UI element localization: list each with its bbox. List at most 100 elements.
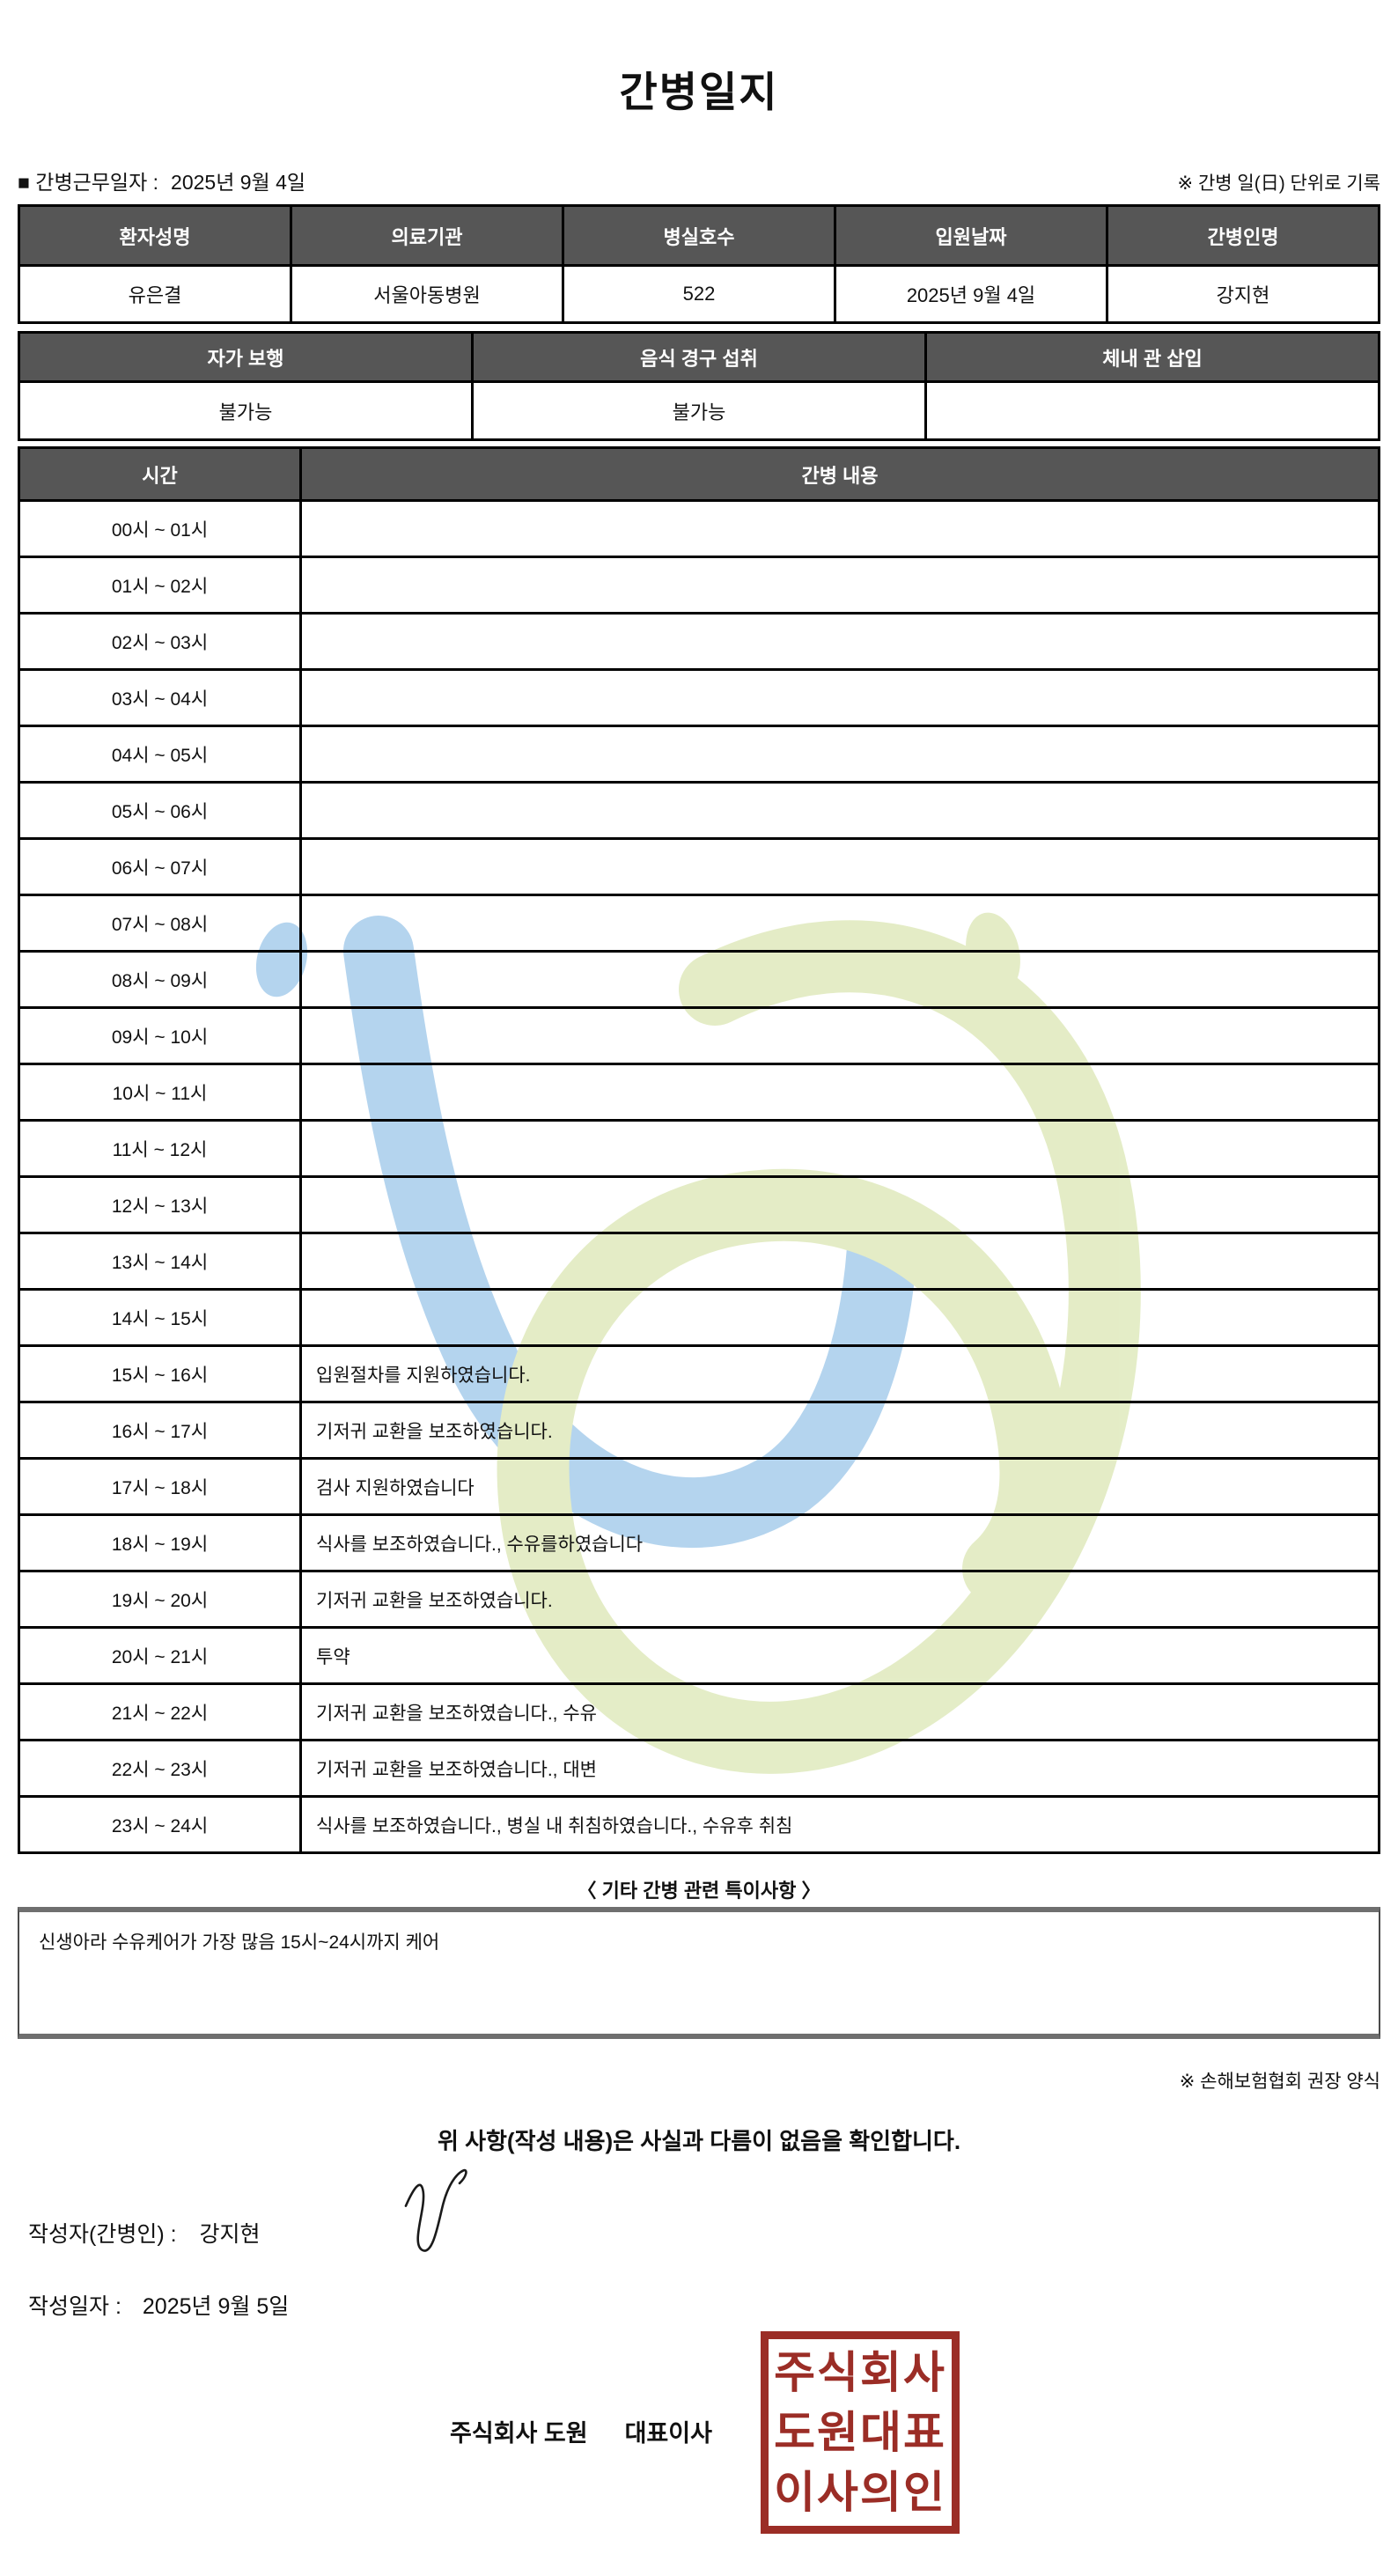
care-content-cell: 입원절차를 지원하였습니다. (299, 1344, 1380, 1403)
patient-value-cell: 2025년 9월 4일 (834, 264, 1108, 324)
care-row: 17시 ~ 18시 검사 지원하였습니다 (18, 1457, 1380, 1516)
writer-name: 강지현 (199, 2222, 261, 2247)
patient-header-cell: 의료기관 (290, 204, 564, 267)
patient-header-row: 환자성명 의료기관 병실호수 입원날짜 간병인명 (18, 204, 1380, 267)
seal-line: 주식회사 (774, 2348, 946, 2397)
condition-table: 자가 보행 음식 경구 섭취 체내 관 삽입 불가능 불가능 (18, 331, 1380, 441)
care-time-cell: 18시 ~ 19시 (18, 1513, 302, 1572)
care-content-cell (299, 1232, 1380, 1291)
care-row: 05시 ~ 06시 (18, 781, 1380, 840)
care-content-cell: 식사를 보조하였습니다., 수유를하였습니다 (299, 1513, 1380, 1572)
care-row: 01시 ~ 02시 (18, 556, 1380, 615)
care-content-cell (299, 668, 1380, 727)
condition-header-cell: 체내 관 삽입 (924, 331, 1380, 383)
care-row: 21시 ~ 22시 기저귀 교환을 보조하였습니다., 수유 (18, 1682, 1380, 1741)
writer-line: 작성자(간병인) : 강지현 (28, 2217, 261, 2248)
care-content-cell (299, 556, 1380, 615)
care-row: 09시 ~ 10시 (18, 1006, 1380, 1065)
care-time-cell: 12시 ~ 13시 (18, 1175, 302, 1234)
care-content-cell (299, 1006, 1380, 1065)
care-time-cell: 11시 ~ 12시 (18, 1119, 302, 1178)
care-time-cell: 05시 ~ 06시 (18, 781, 302, 840)
care-time-cell: 19시 ~ 20시 (18, 1570, 302, 1629)
company-name: 주식회사 도원 (450, 2420, 588, 2447)
unit-note: ※ 간병 일(日) 단위로 기록 (1177, 173, 1380, 194)
care-row: 03시 ~ 04시 (18, 668, 1380, 727)
care-row: 23시 ~ 24시 식사를 보조하였습니다., 병실 내 취침하였습니다., 수… (18, 1795, 1380, 1854)
notes-content: 신생아라 수유케어가 가장 많음 15시~24시까지 케어 (39, 1932, 440, 1953)
care-time-cell: 03시 ~ 04시 (18, 668, 302, 727)
care-content-cell (299, 781, 1380, 840)
seal-line: 도원대표 (774, 2408, 946, 2457)
care-time-cell: 00시 ~ 01시 (18, 499, 302, 558)
care-time-cell: 16시 ~ 17시 (18, 1401, 302, 1460)
care-time-cell: 23시 ~ 24시 (18, 1795, 302, 1854)
company-line: 주식회사 도원 대표이사 (18, 2414, 1144, 2448)
condition-value-cell: 불가능 (18, 380, 474, 441)
condition-header-cell: 음식 경구 섭취 (471, 331, 927, 383)
patient-value-cell: 강지현 (1106, 264, 1380, 324)
care-table-body: 00시 ~ 01시 01시 ~ 02시 02시 ~ 03시 03시 ~ 04시 (18, 499, 1380, 1854)
form-note: ※ 손해보험협회 권장 양식 (1179, 2072, 1380, 2092)
care-time-cell: 08시 ~ 09시 (18, 950, 302, 1009)
work-date: ■ 간병근무일자 : 2025년 9월 4일 (18, 166, 305, 195)
care-time-cell: 17시 ~ 18시 (18, 1457, 302, 1516)
care-content-cell: 기저귀 교환을 보조하였습니다. (299, 1401, 1380, 1460)
condition-value-cell: 불가능 (471, 380, 927, 441)
care-row: 11시 ~ 12시 (18, 1119, 1380, 1178)
care-row: 06시 ~ 07시 (18, 837, 1380, 896)
care-row: 00시 ~ 01시 (18, 499, 1380, 558)
care-content-cell: 기저귀 교환을 보조하였습니다., 대변 (299, 1739, 1380, 1798)
company-title: 대표이사 (624, 2420, 712, 2447)
care-time-cell: 02시 ~ 03시 (18, 612, 302, 671)
care-row: 20시 ~ 21시 투약 (18, 1626, 1380, 1685)
write-date-line: 작성일자 : 2025년 9월 5일 (28, 2289, 289, 2321)
patient-value-cell: 서울아동병원 (290, 264, 564, 324)
care-time-cell: 15시 ~ 16시 (18, 1344, 302, 1403)
care-row: 08시 ~ 09시 (18, 950, 1380, 1009)
care-content-cell (299, 612, 1380, 671)
care-content-cell (299, 1175, 1380, 1234)
care-content-cell (299, 894, 1380, 953)
care-row: 07시 ~ 08시 (18, 894, 1380, 953)
care-row: 02시 ~ 03시 (18, 612, 1380, 671)
notes-box: 신생아라 수유케어가 가장 많음 15시~24시까지 케어 (18, 1907, 1380, 2039)
care-content-cell (299, 725, 1380, 784)
care-row: 18시 ~ 19시 식사를 보조하였습니다., 수유를하였습니다 (18, 1513, 1380, 1572)
care-time-cell: 14시 ~ 15시 (18, 1288, 302, 1347)
seal-line: 이사의인 (774, 2468, 946, 2517)
care-header-row: 시간 간병 내용 (18, 446, 1380, 502)
care-content-cell (299, 1288, 1380, 1347)
care-row: 19시 ~ 20시 기저귀 교환을 보조하였습니다. (18, 1570, 1380, 1629)
care-time-header: 시간 (18, 446, 302, 502)
patient-header-cell: 환자성명 (18, 204, 292, 267)
patient-header-cell: 입원날짜 (834, 204, 1108, 267)
work-date-value: 2025년 9월 4일 (171, 171, 306, 194)
condition-header-cell: 자가 보행 (18, 331, 474, 383)
care-time-cell: 01시 ~ 02시 (18, 556, 302, 615)
care-time-cell: 13시 ~ 14시 (18, 1232, 302, 1291)
patient-value-cell: 유은결 (18, 264, 292, 324)
condition-value-row: 불가능 불가능 (18, 380, 1380, 441)
work-date-row: ■ 간병근무일자 : 2025년 9월 4일 ※ 간병 일(日) 단위로 기록 (18, 166, 1380, 195)
care-content-cell (299, 1119, 1380, 1178)
patient-info-table: 환자성명 의료기관 병실호수 입원날짜 간병인명 유은결 서울아동병원 522 2025년 9… (18, 204, 1380, 324)
care-time-cell: 09시 ~ 10시 (18, 1006, 302, 1065)
signature-mark (404, 2168, 467, 2252)
care-time-cell: 21시 ~ 22시 (18, 1682, 302, 1741)
care-time-cell: 07시 ~ 08시 (18, 894, 302, 953)
care-time-cell: 20시 ~ 21시 (18, 1626, 302, 1685)
care-content-cell (299, 837, 1380, 896)
care-row: 12시 ~ 13시 (18, 1175, 1380, 1234)
care-content-cell: 식사를 보조하였습니다., 병실 내 취침하였습니다., 수유후 취침 (299, 1795, 1380, 1854)
care-row: 13시 ~ 14시 (18, 1232, 1380, 1291)
care-schedule-table: 시간 간병 내용 00시 ~ 01시 01시 ~ 02시 02시 ~ 03시 (18, 446, 1380, 1854)
work-date-label: ■ 간병근무일자 : (18, 171, 159, 194)
care-time-cell: 04시 ~ 05시 (18, 725, 302, 784)
care-time-cell: 06시 ~ 07시 (18, 837, 302, 896)
patient-value-row: 유은결 서울아동병원 522 2025년 9월 4일 강지현 (18, 264, 1380, 324)
care-row: 10시 ~ 11시 (18, 1063, 1380, 1122)
care-content-cell: 검사 지원하였습니다 (299, 1457, 1380, 1516)
care-row: 16시 ~ 17시 기저귀 교환을 보조하였습니다. (18, 1401, 1380, 1460)
